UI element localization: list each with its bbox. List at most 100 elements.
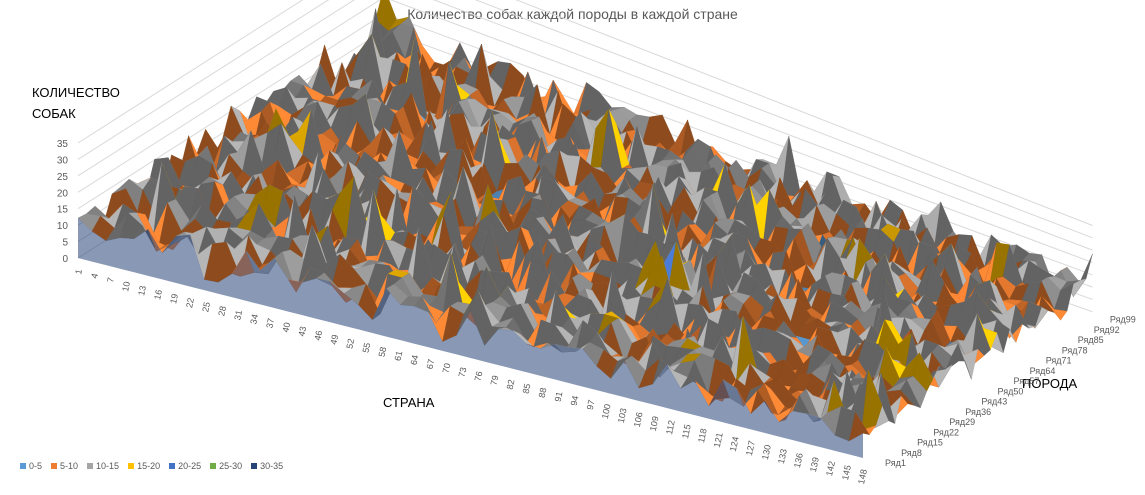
surface-mesh bbox=[77, 0, 1093, 458]
z-tick-label: 35 bbox=[57, 139, 69, 150]
x-tick-label: 145 bbox=[840, 464, 853, 481]
legend-swatch bbox=[169, 463, 176, 469]
legend-swatch bbox=[251, 463, 258, 469]
x-tick-label: 136 bbox=[792, 452, 805, 469]
x-tick-label: 43 bbox=[296, 325, 308, 337]
z-axis-label: КОЛИЧЕСТВО СОБАК bbox=[32, 85, 120, 121]
x-tick-label: 73 bbox=[457, 366, 469, 378]
y-tick-label: Ряд78 bbox=[1062, 345, 1088, 355]
legend-label: 15-20 bbox=[137, 461, 161, 471]
x-tick-label: 133 bbox=[776, 448, 789, 465]
y-tick-label: Ряд71 bbox=[1046, 356, 1072, 366]
x-tick-label: 37 bbox=[264, 317, 276, 329]
legend: 0-5 5-10 10-15 15-20 20-25 25-30 30-35 bbox=[20, 461, 283, 471]
x-tick-label: 148 bbox=[856, 468, 869, 485]
x-tick-label: 109 bbox=[648, 415, 661, 432]
gridline-back bbox=[389, 0, 1093, 263]
z-tick-label: 15 bbox=[57, 205, 69, 216]
x-tick-label: 118 bbox=[696, 428, 709, 444]
surface-facet bbox=[848, 411, 870, 442]
x-tick-label: 97 bbox=[585, 399, 597, 411]
x-tick-label: 1 bbox=[73, 268, 84, 275]
x-tick-label: 22 bbox=[184, 297, 196, 309]
legend-label: 10-15 bbox=[96, 461, 120, 471]
x-tick-label: 61 bbox=[392, 350, 404, 362]
legend-item: 25-30 bbox=[210, 461, 242, 471]
x-tick-label: 103 bbox=[616, 407, 629, 424]
x-tick-label: 100 bbox=[600, 403, 613, 420]
legend-swatch bbox=[20, 463, 26, 469]
x-tick-label: 34 bbox=[248, 313, 260, 325]
z-tick-label: 25 bbox=[57, 172, 69, 183]
x-tick-label: 46 bbox=[312, 330, 324, 342]
x-tick-label: 139 bbox=[808, 456, 821, 473]
x-tick-label: 31 bbox=[232, 309, 244, 321]
x-tick-label: 124 bbox=[728, 436, 741, 453]
x-tick-label: 67 bbox=[424, 358, 436, 370]
x-tick-label: 40 bbox=[280, 321, 292, 333]
legend-item: 15-20 bbox=[128, 461, 160, 471]
x-tick-label: 127 bbox=[744, 440, 757, 457]
x-tick-label: 76 bbox=[473, 370, 485, 382]
z-tick-label: 5 bbox=[62, 238, 68, 249]
gridline-side bbox=[77, 0, 381, 193]
x-tick-label: 19 bbox=[168, 293, 180, 305]
y-tick-label: Ряд43 bbox=[981, 397, 1007, 407]
y-tick-label: Ряд99 bbox=[1110, 315, 1136, 325]
x-tick-label: 112 bbox=[664, 419, 677, 435]
x-tick-label: 106 bbox=[632, 411, 645, 428]
x-tick-label: 16 bbox=[152, 289, 164, 301]
x-tick-label: 121 bbox=[712, 432, 725, 449]
x-tick-label: 52 bbox=[344, 338, 356, 350]
gridline-side bbox=[77, 0, 304, 144]
surface-front-edge bbox=[78, 218, 863, 458]
x-tick-label: 82 bbox=[505, 379, 517, 391]
legend-item: 30-35 bbox=[251, 461, 283, 471]
legend-item: 10-15 bbox=[87, 461, 119, 471]
x-tick-label: 85 bbox=[521, 383, 533, 395]
y-tick-label: Ряд22 bbox=[933, 427, 959, 437]
y-axis-ticks: Ряд1Ряд8Ряд15Ряд22Ряд29Ряд36Ряд43Ряд50Ря… bbox=[885, 315, 1136, 468]
gridline-back bbox=[383, 13, 1093, 276]
x-tick-label: 70 bbox=[441, 362, 453, 374]
x-tick-label: 88 bbox=[537, 387, 549, 399]
legend-label: 5-10 bbox=[60, 461, 79, 471]
y-tick-label: Ряд50 bbox=[998, 386, 1024, 396]
gridline-back bbox=[432, 0, 1093, 251]
z-tick-label: 10 bbox=[57, 221, 69, 232]
x-tick-label: 142 bbox=[824, 460, 837, 477]
x-axis-ticks: 147 10 13 16 19 22 25 28 31 34 37 40 43 46 49 52 55 58 61 6… bbox=[73, 268, 869, 485]
y-tick-label: Ряд29 bbox=[949, 417, 975, 427]
y-tick-label: Ряд15 bbox=[917, 438, 943, 448]
x-tick-label: 58 bbox=[376, 346, 388, 358]
legend-swatch bbox=[87, 463, 94, 469]
x-tick-label: 130 bbox=[760, 444, 773, 461]
legend-label: 30-35 bbox=[260, 461, 284, 471]
x-tick-label: 25 bbox=[200, 301, 212, 313]
legend-label: 25-30 bbox=[219, 461, 243, 471]
x-tick-label: 55 bbox=[360, 342, 372, 354]
x-tick-label: 79 bbox=[489, 374, 501, 386]
x-tick-label: 4 bbox=[89, 272, 100, 279]
y-tick-label: Ряд1 bbox=[885, 458, 906, 468]
gridline-side bbox=[77, 0, 355, 177]
z-tick-label: 20 bbox=[57, 188, 69, 199]
z-axis-ticks: 0 5 10 15 20 25 30 35 bbox=[57, 139, 69, 265]
legend-label: 20-25 bbox=[178, 461, 202, 471]
y-axis-label: ПОРОДА bbox=[1022, 376, 1078, 391]
x-tick-label: 7 bbox=[105, 277, 116, 284]
y-tick-label: Ряд85 bbox=[1078, 335, 1104, 345]
x-tick-label: 13 bbox=[136, 285, 148, 297]
legend-item: 5-10 bbox=[51, 461, 78, 471]
x-tick-label: 64 bbox=[408, 354, 420, 366]
y-tick-label: Ряд36 bbox=[965, 407, 991, 417]
chart-title: Количество собак каждой породы в каждой … bbox=[407, 6, 738, 22]
y-tick-label: Ряд57 bbox=[1014, 376, 1040, 386]
gridline-back bbox=[515, 0, 1093, 226]
gridline-side bbox=[77, 0, 330, 160]
x-tick-label: 91 bbox=[553, 391, 565, 403]
x-axis-label: СТРАНА bbox=[383, 395, 435, 410]
y-tick-label: Ряд92 bbox=[1094, 325, 1120, 335]
y-tick-label: Ряд64 bbox=[1030, 366, 1056, 376]
